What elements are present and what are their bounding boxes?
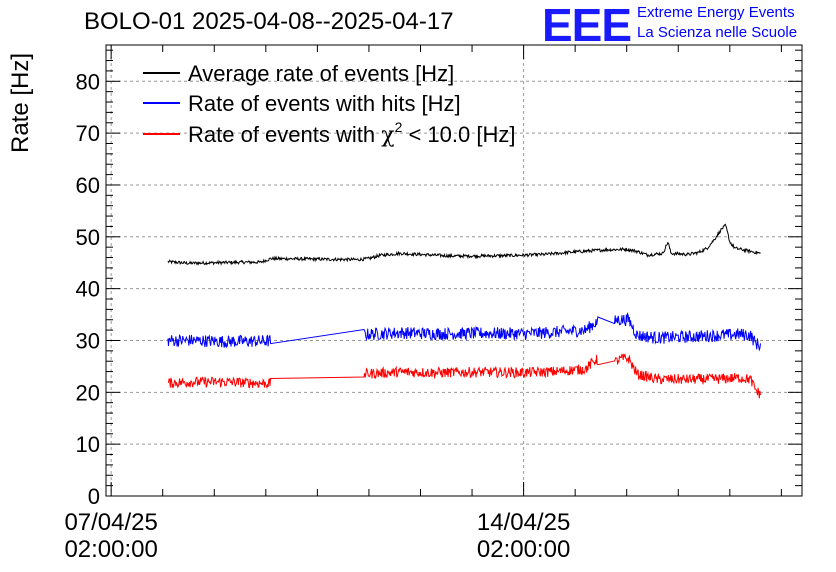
chart-title: BOLO-01 2025-04-08--2025-04-17 [84,8,454,35]
y-tick-label: 30 [76,328,100,353]
series-line-2 [167,353,761,399]
y-tick-label: 10 [76,432,100,457]
grid-lines [106,45,802,496]
x-tick-label-time: 02:00:00 [64,536,157,563]
y-tick-label: 0 [88,484,100,509]
legend-label-2: Rate of events with χ2 < 10.0 [Hz] [188,119,515,148]
plot-frame [105,44,803,497]
y-axis-label: Rate [Hz] [7,53,34,153]
eee-logo: EEE [542,0,632,51]
legend: Average rate of events [Hz] Rate of event… [143,61,515,148]
y-tick-label: 80 [76,69,100,94]
y-tick-label: 50 [76,225,100,250]
y-tick-label: 40 [76,277,100,302]
axis-ticks [106,45,802,497]
x-tick-label-time: 02:00:00 [477,536,570,563]
series-lines [167,223,761,399]
series-line-0 [167,223,761,266]
x-tick-label-date: 14/04/25 [477,509,570,536]
eee-logo-text: Extreme Energy Events La Scienza nelle S… [637,3,797,43]
y-tick-labels: 0 10 20 30 40 50 60 70 80 [76,69,100,509]
legend-label-1: Rate of events with hits [Hz] [188,91,461,116]
series-line-1 [167,312,761,352]
logo-line-2: La Scienza nelle Scuole [637,24,798,41]
legend-label-0: Average rate of events [Hz] [188,61,454,86]
y-tick-label: 60 [76,173,100,198]
y-tick-label: 20 [76,380,100,405]
logo-line-1: Extreme Energy Events [637,4,795,21]
y-tick-label: 70 [76,121,100,146]
x-tick-label-date: 07/04/25 [64,509,157,536]
